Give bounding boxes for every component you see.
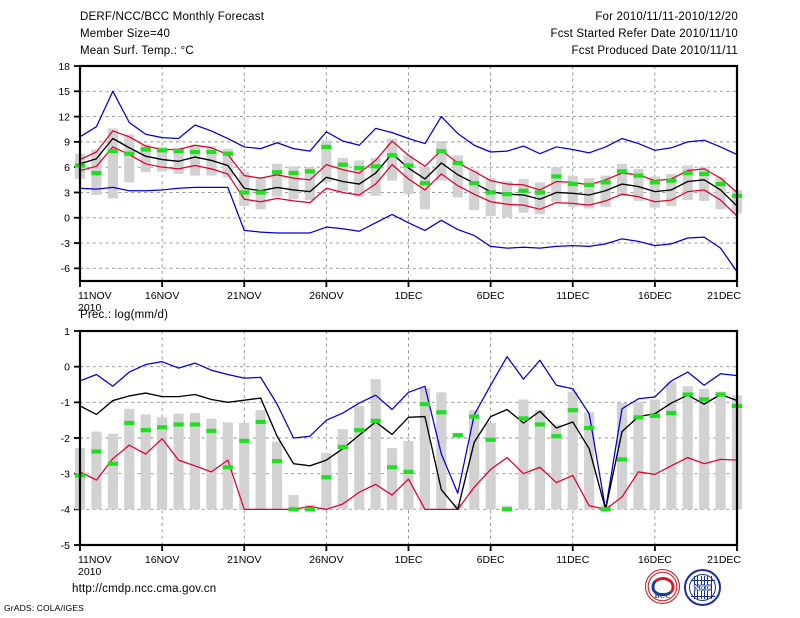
grads-credit: GrADS: COLA/IGES	[4, 603, 84, 613]
svg-text:11DEC: 11DEC	[556, 290, 589, 302]
svg-text:12: 12	[58, 111, 70, 123]
svg-text:-6: -6	[61, 263, 70, 275]
svg-text:15: 15	[58, 86, 70, 98]
svg-text:21NOV: 21NOV	[227, 290, 261, 302]
forecast-start-label: Fcst Started Refer Date 2010/11/10	[550, 28, 738, 40]
svg-text:11DEC: 11DEC	[556, 554, 589, 566]
source-url[interactable]: http://cmdp.ncc.cma.gov.cn	[72, 583, 217, 595]
svg-text:-2: -2	[61, 433, 70, 445]
svg-text:-3: -3	[61, 238, 70, 250]
bcc-swirl-icon	[651, 577, 674, 596]
svg-text:26NOV: 26NOV	[309, 290, 343, 302]
svg-text:21NOV: 21NOV	[227, 554, 261, 566]
svg-text:2010: 2010	[78, 566, 102, 578]
svg-text:1DEC: 1DEC	[394, 290, 422, 302]
svg-text:6: 6	[64, 162, 70, 174]
ncc-grid-icon	[690, 580, 715, 597]
svg-text:16DEC: 16DEC	[638, 554, 672, 566]
temp-panel-label: Mean Surf. Temp.: °C	[80, 45, 194, 57]
svg-text:9: 9	[64, 137, 70, 149]
svg-text:11NOV: 11NOV	[78, 290, 112, 302]
ncc-logo: NCC	[684, 569, 721, 606]
precip-panel-label: Prec.: log(mm/d)	[80, 309, 169, 321]
svg-text:-3: -3	[61, 468, 70, 480]
bcc-logo: BCC	[645, 569, 680, 604]
svg-text:-4: -4	[61, 504, 70, 516]
ncc-ring-icon	[689, 574, 716, 601]
svg-text:21DEC: 21DEC	[707, 554, 741, 566]
svg-text:-1: -1	[61, 397, 70, 409]
svg-text:6DEC: 6DEC	[477, 554, 505, 566]
forecast-period-label: For 2010/11/11-2010/12/20	[595, 11, 738, 23]
svg-text:6DEC: 6DEC	[477, 290, 505, 302]
forecast-produced-label: Fcst Produced Date 2010/11/11	[571, 45, 738, 57]
svg-text:3: 3	[64, 187, 70, 199]
svg-text:0: 0	[64, 213, 70, 225]
svg-text:16NOV: 16NOV	[145, 554, 179, 566]
svg-text:11NOV: 11NOV	[78, 554, 112, 566]
svg-text:1DEC: 1DEC	[394, 554, 422, 566]
svg-text:18: 18	[58, 61, 70, 73]
svg-text:-5: -5	[61, 540, 70, 552]
member-size-label: Member Size=40	[80, 28, 171, 40]
temperature-plot: 18 15 12 9 6 3 0 -3 -6 11NOV 16NOV 21NOV 26NOV 1DEC 6D…	[58, 61, 743, 314]
ncc-logo-label: NCC	[693, 582, 712, 592]
precipitation-plot: 1 0 -1 -2 -3 -4 -5 11NOV 16NOV 21NOV 26NOV 1DEC 6DEC…	[61, 326, 743, 578]
svg-text:0: 0	[64, 361, 70, 373]
svg-text:26NOV: 26NOV	[309, 554, 343, 566]
svg-text:2010: 2010	[78, 302, 102, 314]
svg-text:16NOV: 16NOV	[145, 290, 179, 302]
bcc-logo-label: BCC	[654, 591, 671, 600]
svg-text:16DEC: 16DEC	[638, 290, 672, 302]
svg-text:1: 1	[64, 326, 70, 338]
svg-text:21DEC: 21DEC	[707, 290, 741, 302]
chart-title: DERF/NCC/BCC Monthly Forecast	[80, 11, 265, 23]
ncc-meridians-icon	[691, 576, 715, 599]
